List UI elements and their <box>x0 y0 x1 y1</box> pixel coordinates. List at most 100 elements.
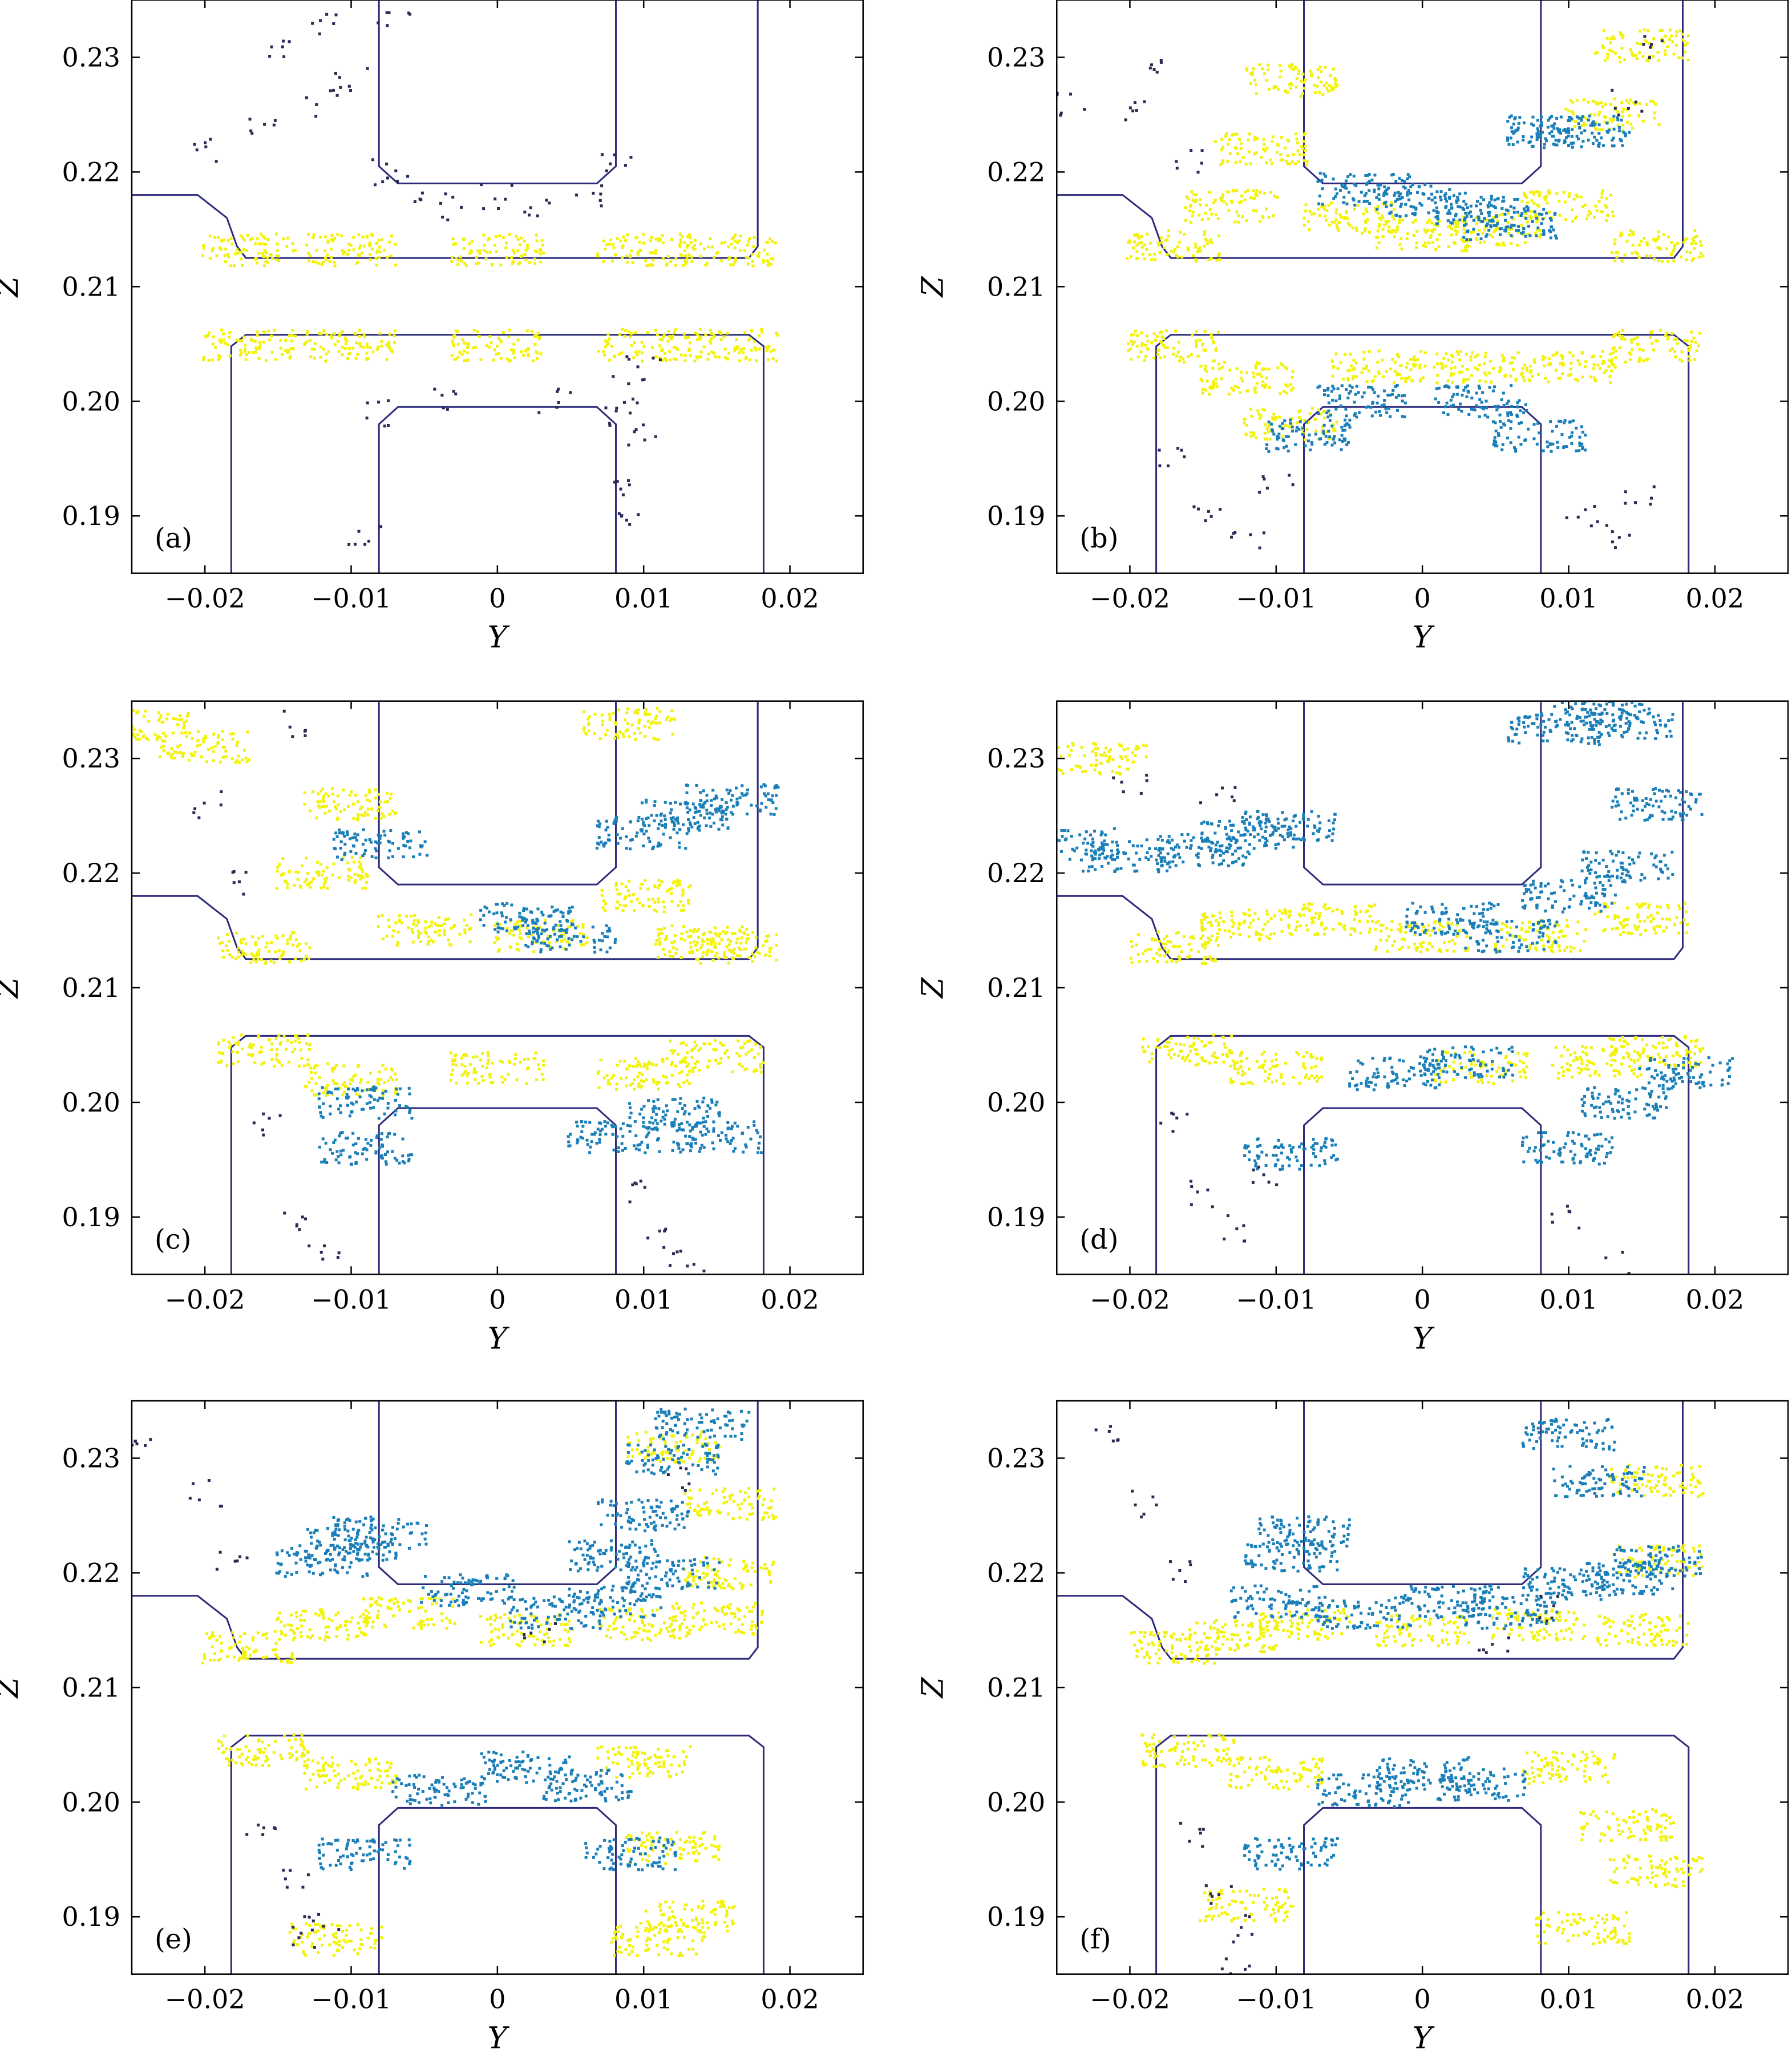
particle <box>1233 385 1237 388</box>
particle <box>1435 206 1438 209</box>
particle <box>1263 431 1267 435</box>
particle <box>374 847 377 850</box>
particle <box>220 341 223 344</box>
particle <box>669 811 672 815</box>
particle <box>664 818 667 822</box>
particle <box>528 213 531 217</box>
particle <box>1554 234 1558 237</box>
particle <box>1204 203 1208 207</box>
particle <box>1566 129 1569 132</box>
particle <box>1348 391 1351 395</box>
particle <box>1548 217 1552 220</box>
particle <box>1233 220 1237 224</box>
particle <box>333 332 336 336</box>
particle <box>249 129 253 132</box>
particle <box>1225 203 1228 206</box>
particle <box>1664 34 1667 38</box>
particle <box>1220 199 1224 202</box>
particle <box>629 335 632 338</box>
particle <box>192 754 196 757</box>
particle <box>387 1079 390 1082</box>
particle <box>1605 197 1608 200</box>
particle <box>1194 198 1198 201</box>
particle <box>1083 108 1086 111</box>
particle <box>1629 123 1633 126</box>
particle <box>318 800 322 803</box>
particle <box>1190 190 1194 193</box>
particle <box>516 338 520 342</box>
particle <box>1301 426 1305 430</box>
particle <box>634 1065 638 1068</box>
particle <box>1389 394 1392 397</box>
particle <box>699 355 702 358</box>
particle <box>1680 350 1684 354</box>
particle <box>1426 229 1430 232</box>
particle <box>218 340 221 343</box>
particle <box>175 717 178 721</box>
particle <box>131 733 134 737</box>
particle <box>1685 258 1688 262</box>
particle <box>704 264 707 267</box>
particle <box>1608 352 1612 355</box>
particle <box>689 823 692 826</box>
particle <box>537 337 541 341</box>
lower-duct-wall <box>230 334 764 573</box>
particle <box>120 725 123 728</box>
particle <box>1411 379 1414 382</box>
particle <box>655 910 658 913</box>
particle <box>1578 362 1581 366</box>
particle <box>1334 78 1338 82</box>
particle <box>670 808 673 811</box>
particle <box>1343 429 1346 432</box>
particle <box>1587 100 1590 104</box>
particle <box>688 1082 691 1085</box>
particle <box>1451 355 1455 358</box>
particle <box>257 948 261 952</box>
particle <box>740 936 743 940</box>
particle <box>365 880 368 884</box>
particle <box>1278 425 1281 428</box>
particle <box>1676 342 1679 345</box>
particle <box>363 543 367 546</box>
particle <box>1143 100 1146 103</box>
particle <box>1353 183 1356 186</box>
particle <box>1335 208 1338 212</box>
particle <box>162 732 165 735</box>
particle <box>1377 225 1381 229</box>
particle <box>628 879 631 883</box>
particle <box>1397 194 1401 197</box>
particle <box>468 252 472 255</box>
particle <box>1487 371 1491 375</box>
particle <box>529 206 532 209</box>
particle <box>569 920 573 923</box>
particle <box>658 338 662 341</box>
particle <box>1658 246 1661 250</box>
particle <box>606 1082 610 1085</box>
particle <box>294 938 298 941</box>
particle <box>1340 384 1344 387</box>
particle <box>1492 205 1496 208</box>
particle <box>1385 205 1388 208</box>
particle <box>1179 231 1182 234</box>
particle <box>1570 431 1573 434</box>
particle <box>237 950 240 953</box>
particle <box>157 735 160 738</box>
particle <box>1398 215 1402 218</box>
particle <box>1372 379 1375 382</box>
particle <box>237 946 240 949</box>
particle <box>1572 419 1575 423</box>
particle <box>153 733 157 736</box>
particle <box>1194 245 1198 249</box>
particle <box>1584 360 1588 363</box>
particle <box>679 253 682 256</box>
particle <box>588 715 591 718</box>
particle <box>1623 58 1627 62</box>
particle <box>244 757 248 760</box>
particle <box>1450 203 1453 206</box>
particle <box>352 860 355 864</box>
particle <box>1289 66 1293 70</box>
particle <box>662 336 665 339</box>
particle <box>1475 404 1478 407</box>
particle <box>625 519 628 522</box>
particle <box>1206 242 1210 245</box>
